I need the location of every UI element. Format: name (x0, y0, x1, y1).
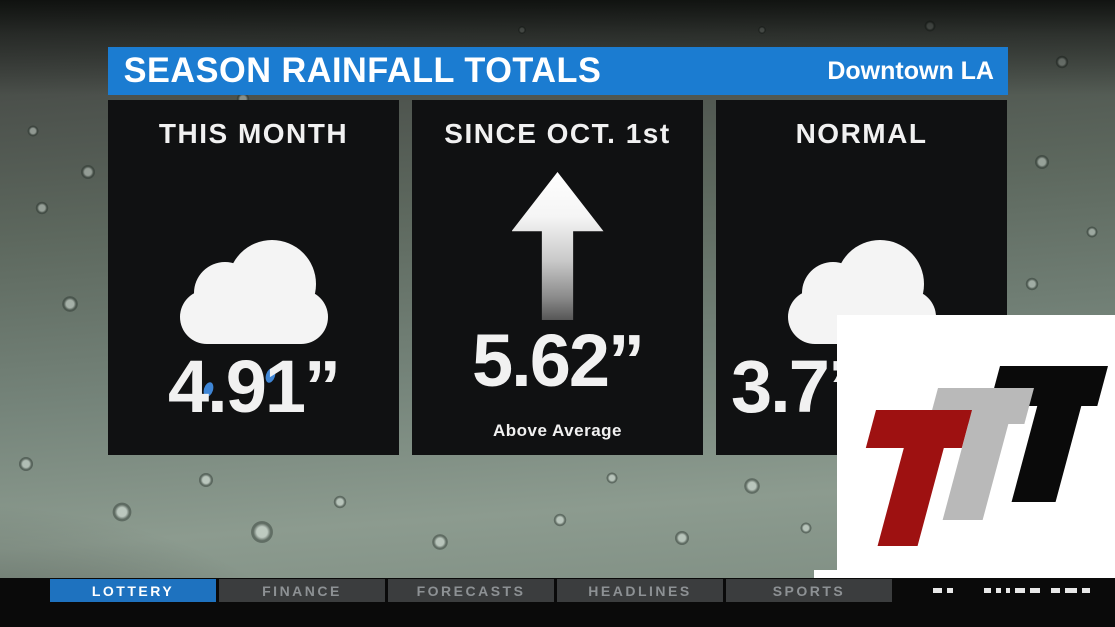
panel-title: THIS MONTH (158, 118, 349, 149)
ticker-tabs: LOTTERY FINANCE FORECASTS HEADLINES SPOR… (50, 579, 892, 602)
rainfall-value: 5.62” (471, 319, 645, 402)
location-label: Downtown LA (827, 56, 994, 85)
rainfall-value: 4.91” (167, 345, 341, 428)
tab-headlines[interactable]: HEADLINES (557, 579, 723, 602)
panel-title: SINCE OCT. 1st (444, 118, 671, 149)
bottom-ticker-bar: LOTTERY FINANCE FORECASTS HEADLINES SPOR… (0, 578, 1115, 627)
tab-finance[interactable]: FINANCE (219, 579, 385, 602)
rain-cloud-icon (179, 240, 328, 344)
drizzle-cloud-icon (787, 240, 936, 344)
tab-lottery[interactable]: LOTTERY (50, 579, 216, 602)
panel-since-oct-1: SINCE OCT. 1st 5.62” Above Average (412, 100, 703, 455)
page-title: SEASON RAINFALL TOTALS (123, 51, 602, 90)
tab-sports[interactable]: SPORTS (726, 579, 892, 602)
header-bar: SEASON RAINFALL TOTALS Downtown LA (108, 47, 1008, 95)
panel-title: NORMAL (795, 118, 928, 149)
above-average-note: Above Average (492, 421, 622, 440)
occluded-clock-text-fragments (933, 588, 1090, 593)
up-arrow-icon (511, 172, 604, 320)
tab-forecasts[interactable]: FORECASTS (388, 579, 554, 602)
panel-this-month: THIS MONTH 4.91” (108, 100, 399, 455)
